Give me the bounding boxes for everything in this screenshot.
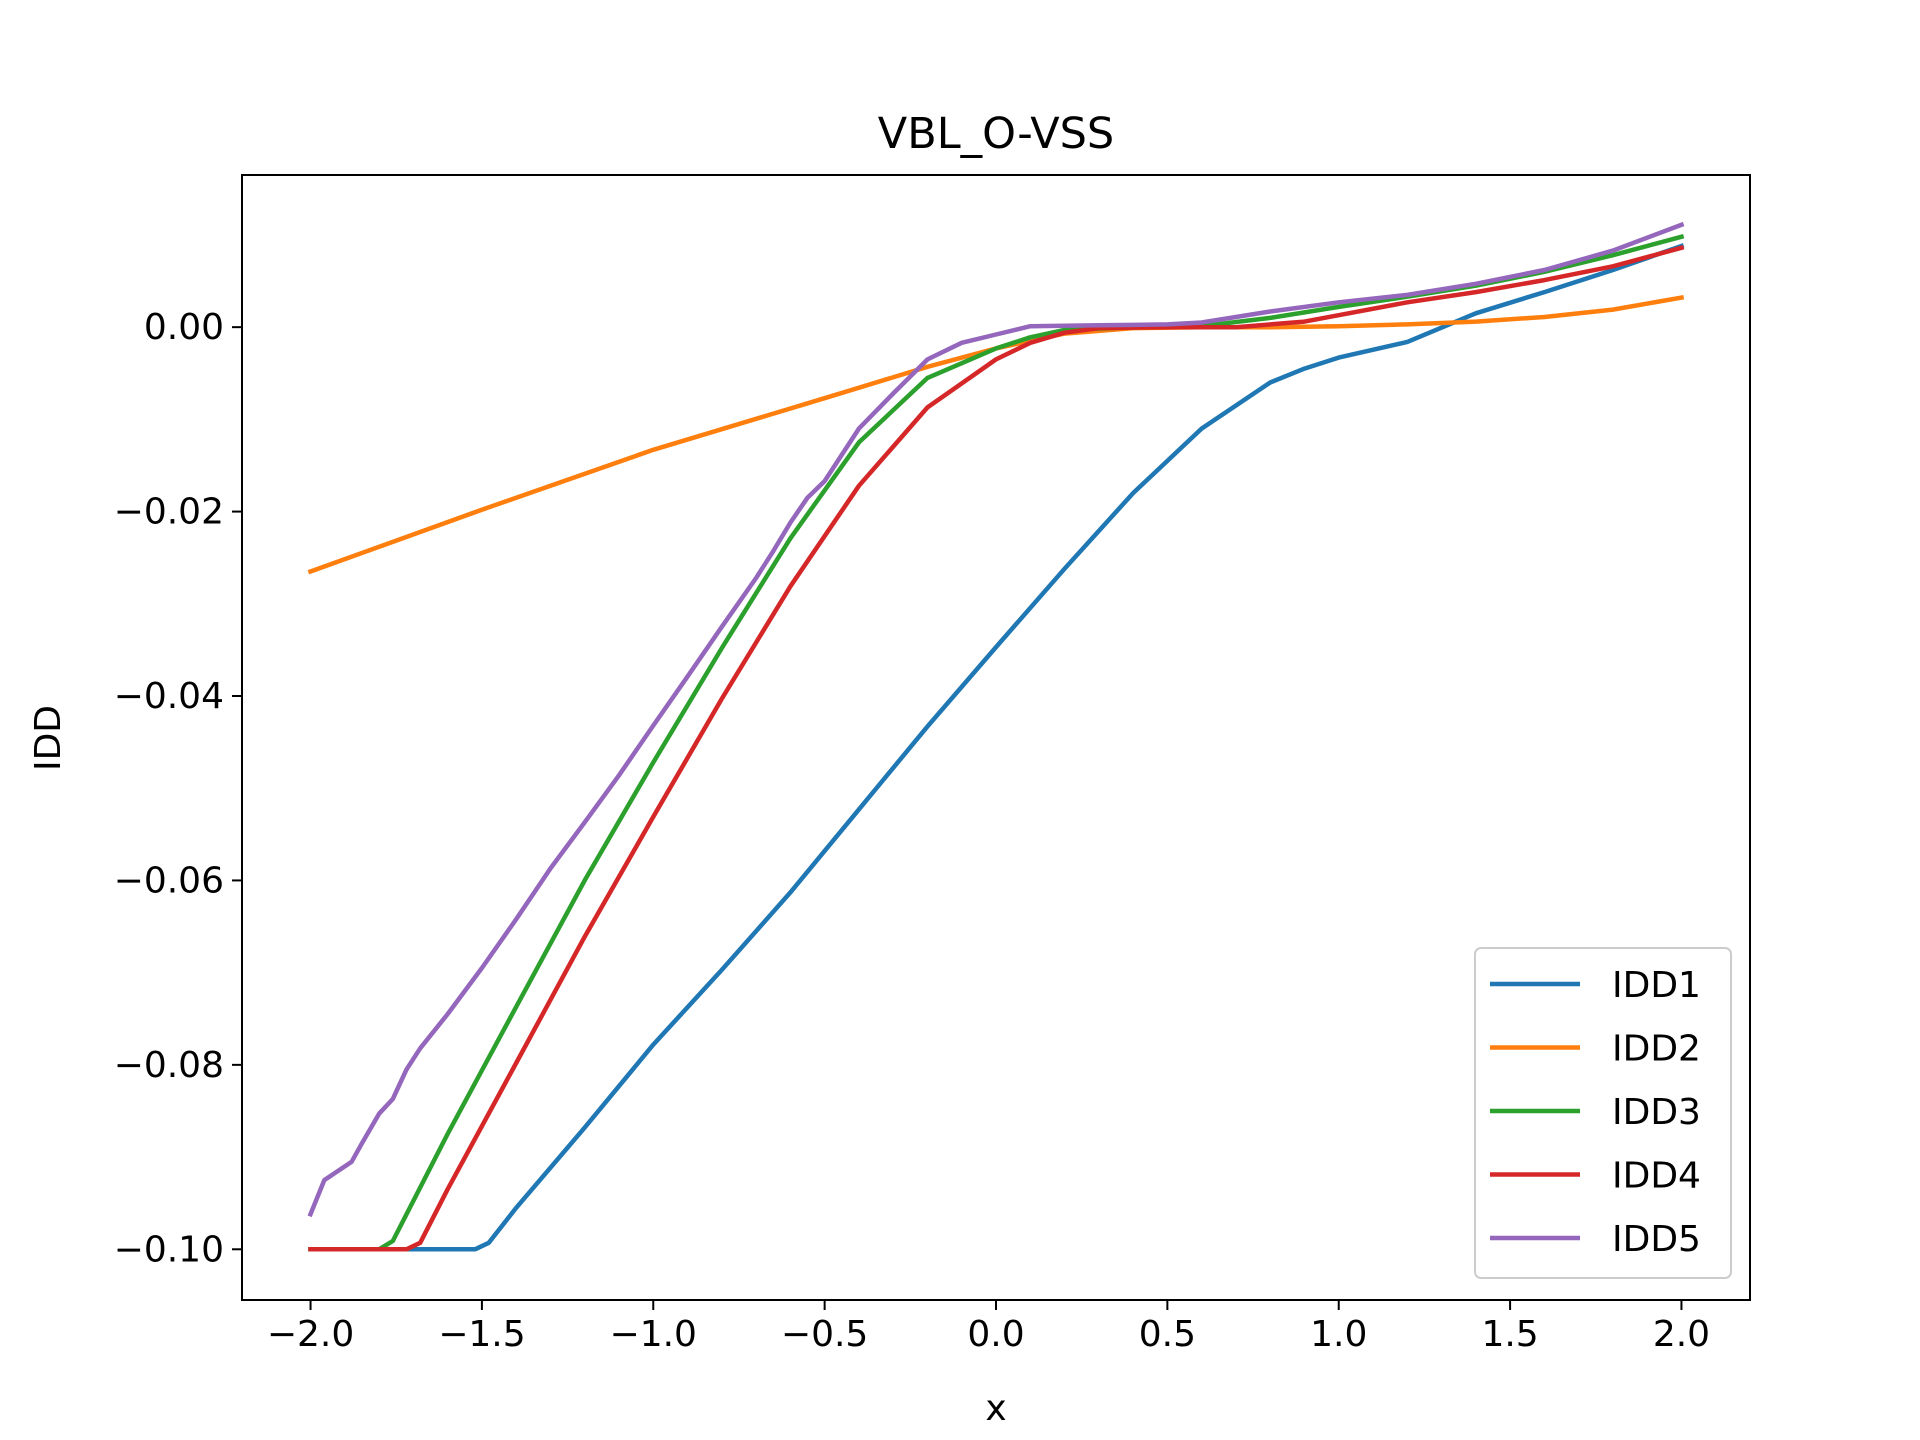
x-axis-title: x bbox=[985, 1388, 1006, 1429]
x-tick-label: −1.5 bbox=[438, 1314, 525, 1355]
legend-box bbox=[1474, 947, 1732, 1279]
y-tick-label: −0.06 bbox=[114, 860, 224, 901]
x-tick-label: 0.5 bbox=[1139, 1314, 1196, 1355]
legend-label-idd3: IDD3 bbox=[1612, 1092, 1701, 1133]
chart-title: VBL_O-VSS bbox=[878, 109, 1114, 159]
x-tick-label: −1.0 bbox=[610, 1314, 697, 1355]
plot-area bbox=[307, 221, 1685, 1252]
x-tick-label: 0.0 bbox=[967, 1314, 1024, 1355]
series-line-idd5 bbox=[307, 221, 1685, 1218]
x-tick-label: 2.0 bbox=[1653, 1314, 1710, 1355]
y-tick-label: 0.00 bbox=[144, 307, 224, 348]
plot-frame bbox=[241, 174, 1751, 1301]
y-tick-label: −0.10 bbox=[114, 1229, 224, 1270]
x-tick-label: −0.5 bbox=[781, 1314, 868, 1355]
x-tick-label: 1.5 bbox=[1481, 1314, 1538, 1355]
legend-label-idd5: IDD5 bbox=[1612, 1219, 1701, 1260]
legend: IDD1 IDD2 IDD3 IDD4 IDD5 bbox=[1474, 947, 1732, 1279]
y-axis-title: IDD bbox=[28, 705, 69, 771]
series-line-idd4 bbox=[308, 245, 1685, 1252]
y-tick-label: −0.02 bbox=[114, 492, 224, 533]
legend-label-idd1: IDD1 bbox=[1612, 965, 1701, 1006]
x-axis: −2.0 −1.5 −1.0 −0.5 0.0 0.5 1.0 1.5 2.0 bbox=[267, 1300, 1710, 1355]
x-tick-label: −2.0 bbox=[267, 1314, 354, 1355]
y-tick-label: −0.04 bbox=[114, 676, 224, 717]
legend-label-idd2: IDD2 bbox=[1612, 1029, 1701, 1070]
series-line-idd1 bbox=[308, 243, 1685, 1252]
legend-label-idd4: IDD4 bbox=[1612, 1156, 1701, 1197]
y-axis: −0.10 −0.08 −0.06 −0.04 −0.02 0.00 bbox=[114, 307, 242, 1270]
x-tick-label: 1.0 bbox=[1310, 1314, 1367, 1355]
y-tick-label: −0.08 bbox=[114, 1045, 224, 1086]
